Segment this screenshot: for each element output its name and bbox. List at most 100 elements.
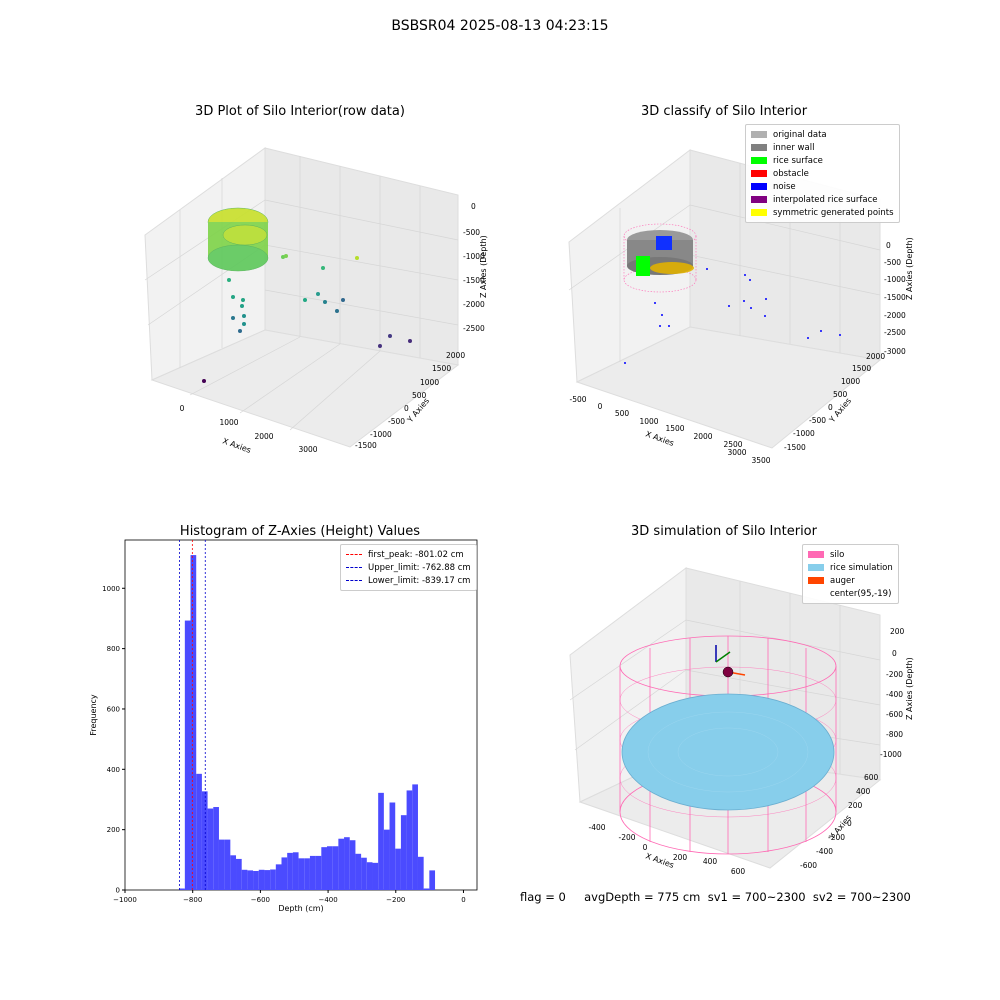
histogram-bar [281, 857, 288, 890]
histogram-bar [406, 790, 413, 890]
p4-ytick: 600 [864, 773, 879, 782]
histogram-bar [383, 829, 390, 890]
p4-xtick: -200 [618, 833, 635, 842]
p1-ytick: 1500 [432, 364, 451, 373]
x-tick-label: −200 [386, 896, 405, 904]
histogram-bar [224, 839, 231, 890]
legend-item: inner wall [751, 141, 894, 154]
legend-item: auger [808, 574, 893, 587]
swatch-obstacle [751, 170, 767, 177]
legend-label: symmetric generated points [773, 207, 894, 218]
histogram-bar [389, 802, 396, 890]
simulation-legend: silo rice simulation auger center(95,-19… [802, 544, 899, 604]
p2-ytick: 2000 [866, 352, 885, 361]
auger-marker [715, 645, 746, 678]
pane-floor [575, 326, 882, 449]
histogram-bar [395, 848, 401, 890]
histogram-bar [190, 555, 197, 890]
histogram-bar [400, 815, 407, 890]
legend-item: noise [751, 180, 894, 193]
p4-xtick: 400 [703, 857, 718, 866]
pane-back [264, 147, 459, 366]
histogram-bar [207, 808, 214, 890]
histogram-bar [196, 773, 202, 890]
p2-xtick: 500 [615, 409, 630, 418]
p2-xtick: 1500 [665, 424, 684, 433]
histogram-bar [344, 837, 350, 890]
histogram-bar [321, 847, 327, 890]
legend-label: auger [830, 575, 855, 586]
pane-floor [150, 329, 460, 448]
raw-3d-plot: 0 1000 2000 3000 X Axies -1500 -1000 -50… [144, 147, 488, 455]
p2-xtick: 2500 [723, 440, 742, 449]
histogram-bar [236, 858, 242, 890]
histogram-title: Histogram of Z-Axies (Height) Values [179, 524, 421, 539]
legend-label: center(95,-19) [830, 588, 892, 599]
histogram-bar [230, 855, 237, 890]
histogram-bar [412, 784, 418, 890]
noise-points [624, 268, 841, 364]
raw-scatter-points [202, 254, 412, 383]
p1-xtick: 3000 [298, 445, 317, 454]
legend-label: silo [830, 549, 845, 560]
p2-ztick: -3000 [884, 347, 906, 356]
p1-ytick: -1500 [355, 441, 377, 450]
p1-ztick: 0 [471, 202, 476, 211]
histogram-xlabel: Depth (cm) [278, 904, 323, 913]
p2-ztick: -500 [884, 258, 901, 267]
p2-xtick: 3000 [727, 448, 746, 457]
histogram-bar [429, 870, 436, 890]
simulation-3d-plot: -400 -200 0 200 400 600 X Axies -600 -40… [569, 567, 914, 876]
histogram-bar [253, 870, 259, 890]
p1-ztick: -2500 [463, 324, 485, 333]
histogram-bar [355, 853, 362, 890]
p2-ytick: 1500 [852, 364, 871, 373]
p2-xtick: 0 [598, 402, 603, 411]
x-tick-label: −800 [183, 896, 202, 904]
histogram-bar [378, 792, 384, 890]
histogram-bar [201, 791, 208, 890]
p2-ztick: -2500 [884, 328, 906, 337]
histogram-bar [332, 846, 339, 890]
swatch-auger [808, 577, 824, 584]
legend-item: symmetric generated points [751, 206, 894, 219]
p4-ztick: -600 [886, 710, 903, 719]
histogram-bar [247, 870, 254, 890]
histogram-bar [304, 858, 310, 890]
p2-ztick: -1000 [884, 275, 906, 284]
p1-ztick: -1500 [463, 276, 485, 285]
legend-label: obstacle [773, 168, 809, 179]
swatch-wall [751, 144, 767, 151]
p4-ytick: 400 [856, 787, 871, 796]
p1-ytick: -1000 [370, 430, 392, 439]
simulation-plot-title: 3D simulation of Silo Interior [631, 524, 817, 539]
p1-ytick: 1000 [420, 378, 439, 387]
histogram-legend: first_peak: -801.02 cm Upper_limit: -762… [340, 544, 477, 591]
p4-ytick: -400 [816, 847, 833, 856]
swatch-rice-sim [808, 564, 824, 571]
histogram-bar [292, 852, 299, 890]
line-lower-limit [346, 580, 362, 581]
p4-ztick: -800 [886, 730, 903, 739]
histogram-bar [338, 838, 345, 890]
histogram-bar [213, 807, 219, 890]
legend-item: rice surface [751, 154, 894, 167]
p2-zlabel: Z Axies (Depth) [905, 237, 914, 300]
p2-xtick: -500 [569, 395, 586, 404]
p4-ztick: -400 [886, 690, 903, 699]
p4-ytick: 200 [848, 801, 863, 810]
p2-ytick: -1500 [784, 443, 806, 452]
p1-xtick: 1000 [219, 418, 238, 427]
legend-item: first_peak: -801.02 cm [346, 548, 471, 561]
p4-ytick: 0 [847, 819, 852, 828]
p2-ztick: -2000 [884, 311, 906, 320]
legend-label: original data [773, 129, 827, 140]
y-tick-label: 400 [107, 766, 120, 774]
x-tick-label: 0 [461, 896, 465, 904]
p2-ytick: 0 [828, 403, 833, 412]
histogram-bar [417, 856, 424, 890]
p2-ztick: -1500 [884, 293, 906, 302]
histogram-bar [366, 862, 373, 890]
p2-ytick: 500 [833, 390, 848, 399]
swatch-noise [751, 183, 767, 190]
